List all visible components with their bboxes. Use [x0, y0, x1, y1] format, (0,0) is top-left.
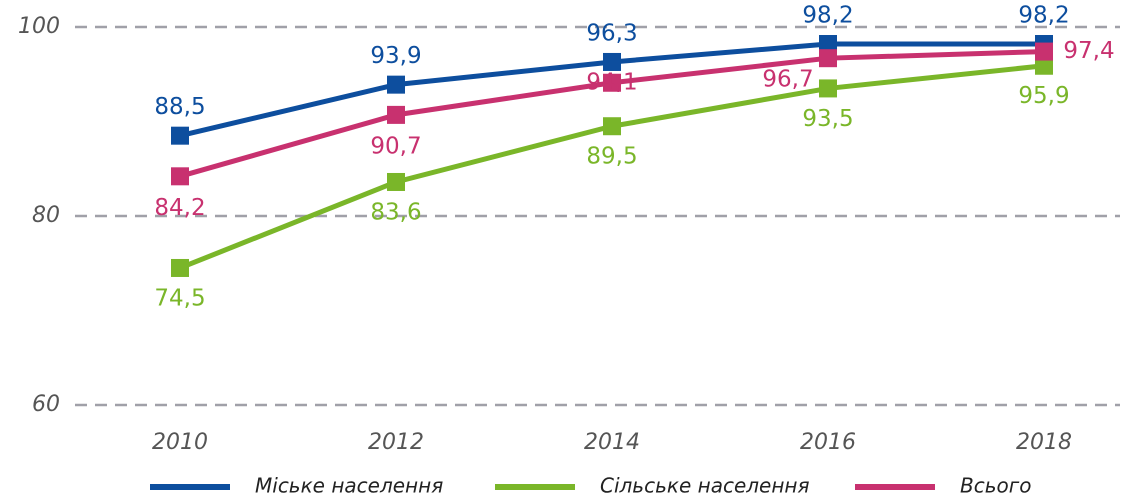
- value-label: 98,2: [802, 3, 853, 29]
- marker: [171, 167, 189, 186]
- value-label: 84,2: [154, 195, 205, 221]
- marker: [387, 105, 405, 124]
- value-label: 93,5: [802, 106, 853, 132]
- x-tick-label: 2010: [152, 430, 208, 455]
- y-tick-label: 60: [32, 392, 60, 417]
- value-label: 74,5: [154, 285, 205, 311]
- value-label: 90,7: [370, 133, 421, 159]
- value-label: 88,5: [154, 94, 205, 120]
- value-label: 96,3: [586, 20, 637, 46]
- marker: [1035, 56, 1053, 75]
- x-tick-label: 2016: [800, 430, 856, 455]
- x-tick-label: 2014: [584, 430, 640, 455]
- marker: [171, 126, 189, 145]
- marker: [171, 258, 189, 277]
- value-label: 97,4: [1063, 38, 1114, 64]
- legend-label: Всього: [960, 474, 1031, 497]
- value-label: 96,7: [762, 67, 813, 93]
- legend-label: Сільське населення: [600, 474, 810, 497]
- marker: [1035, 42, 1053, 61]
- y-tick-label: 100: [18, 14, 60, 39]
- marker: [819, 79, 837, 98]
- x-tick-label: 2012: [368, 430, 424, 455]
- x-tick-label: 2018: [1016, 430, 1072, 455]
- marker: [603, 117, 621, 136]
- marker: [603, 52, 621, 71]
- value-label: 98,2: [1018, 3, 1069, 29]
- value-label: 93,9: [370, 43, 421, 69]
- marker: [603, 73, 621, 92]
- y-tick-label: 80: [32, 203, 60, 228]
- marker: [819, 49, 837, 68]
- legend-label: Міське населення: [255, 474, 443, 497]
- value-label: 95,9: [1018, 83, 1069, 109]
- marker: [387, 75, 405, 94]
- value-label: 89,5: [586, 144, 637, 170]
- marker: [819, 35, 837, 54]
- value-label: 94,1: [586, 69, 637, 95]
- marker: [387, 172, 405, 191]
- value-label: 83,6: [370, 199, 421, 225]
